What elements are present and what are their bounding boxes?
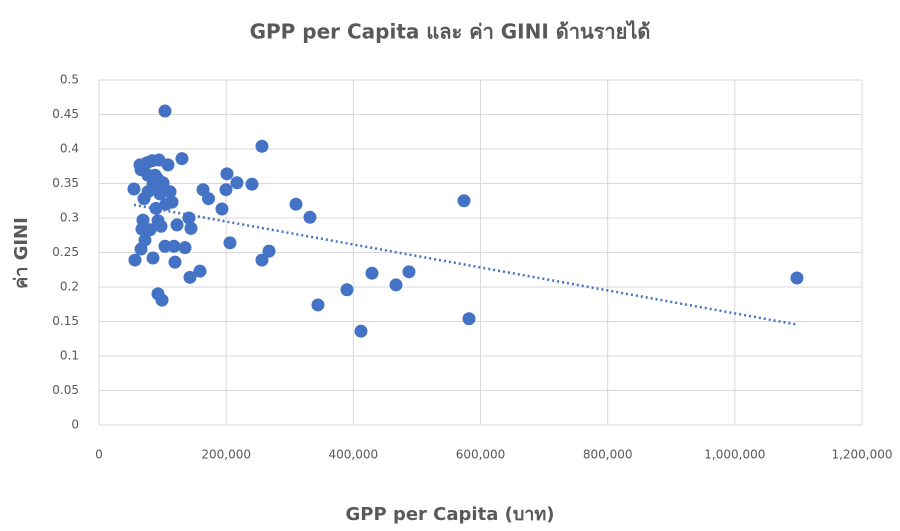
x-tick-label: 200,000 [201, 448, 251, 462]
point [163, 185, 177, 199]
point [354, 324, 368, 338]
point [262, 244, 276, 258]
point [158, 239, 172, 253]
point [193, 264, 207, 278]
point [155, 293, 169, 307]
point [156, 176, 170, 190]
point [289, 197, 303, 211]
point [184, 221, 198, 235]
point [215, 202, 229, 216]
point [223, 236, 237, 250]
x-tick-label: 800,000 [583, 448, 633, 462]
point [153, 187, 167, 201]
y-tick-label: 0.2 [60, 280, 79, 294]
y-tick-label: 0.5 [60, 73, 79, 87]
point [168, 255, 182, 269]
point [790, 271, 804, 285]
point [175, 152, 189, 166]
x-axis-title: GPP per Capita (บาท) [346, 504, 555, 525]
y-tick-label: 0.05 [52, 383, 79, 397]
point [146, 251, 160, 265]
point [311, 298, 325, 312]
point [182, 211, 196, 225]
point [230, 176, 244, 190]
point [136, 213, 150, 227]
point [340, 283, 354, 297]
y-tick-label: 0 [71, 418, 79, 432]
point [128, 253, 142, 267]
point [158, 104, 172, 118]
point [255, 139, 269, 153]
point [462, 312, 476, 326]
y-axis-title: ค่า GINI [11, 217, 32, 289]
point [183, 270, 197, 284]
trendline [133, 203, 796, 326]
point [167, 239, 181, 253]
x-tick-label: 600,000 [456, 448, 506, 462]
point [389, 278, 403, 292]
y-tick-label: 0.25 [52, 245, 79, 259]
point [138, 233, 152, 247]
y-tick-label: 0.15 [52, 314, 79, 328]
x-tick-label: 400,000 [329, 448, 379, 462]
point [365, 266, 379, 280]
y-tick-label: 0.1 [60, 349, 79, 363]
x-tick-label: 1,200,000 [831, 448, 892, 462]
point [303, 210, 317, 224]
point [245, 177, 259, 191]
point [201, 192, 215, 206]
point [402, 265, 416, 279]
point [220, 167, 234, 181]
y-tick-label: 0.4 [60, 142, 79, 156]
y-tick-label: 0.35 [52, 176, 79, 190]
point [154, 219, 168, 233]
point [165, 195, 179, 209]
chart-title: GPP per Capita และ ค่า GINI ด้านรายได้ [250, 20, 651, 44]
point [170, 218, 184, 232]
y-tick-label: 0.3 [60, 211, 79, 225]
point [127, 182, 141, 196]
x-tick-label: 1,000,000 [704, 448, 765, 462]
point [457, 194, 471, 208]
point [219, 183, 233, 197]
y-tick-label: 0.45 [52, 107, 79, 121]
point [161, 158, 175, 172]
point [143, 223, 157, 237]
x-tick-label: 0 [95, 448, 103, 462]
point [178, 241, 192, 255]
point [149, 201, 163, 215]
point [255, 253, 269, 267]
